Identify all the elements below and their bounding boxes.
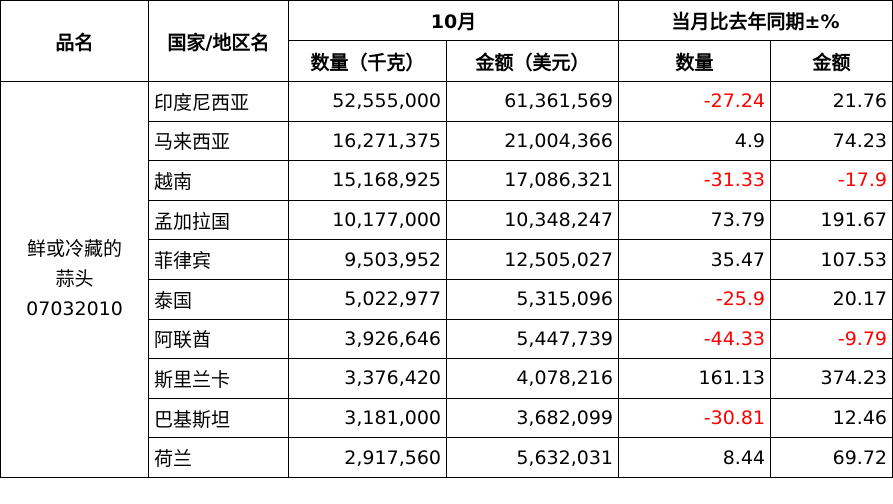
yoy-amount-header: 金额 bbox=[770, 40, 893, 82]
table-row: 鲜或冷藏的蒜头 07032010 印度尼西亚 52,555,000 61,361,569… bbox=[0, 81, 893, 478]
yoy-qty-cell: -30.81 bbox=[618, 397, 772, 439]
country-cell: 阿联酋 bbox=[148, 318, 289, 360]
country-header: 国家/地区名 bbox=[148, 0, 289, 82]
header-row-1: 品名 国家/地区名 10月 当月比去年同期±% bbox=[0, 0, 893, 82]
yoy-qty-cell: 8.44 bbox=[618, 437, 772, 478]
qty-cell: 3,376,420 bbox=[288, 358, 447, 399]
amount-cell: 61,361,569 bbox=[445, 81, 620, 122]
yoy-qty-cell: -31.33 bbox=[618, 160, 772, 201]
yoy-amount-cell: 12.46 bbox=[770, 397, 893, 439]
product-line1: 鲜或冷藏的 bbox=[26, 238, 122, 261]
product-code: 07032010 bbox=[26, 298, 123, 321]
table-row: 泰国 5,022,977 5,315,096 -25.9 20.17 bbox=[1, 278, 893, 320]
table-row: 巴基斯坦 3,181,000 3,682,099 -30.81 12.46 bbox=[1, 397, 893, 439]
country-cell: 菲律宾 bbox=[148, 239, 289, 280]
yoy-qty-cell: -27.24 bbox=[618, 81, 772, 122]
yoy-amount-cell: -17.9 bbox=[770, 160, 893, 201]
yoy-amount-cell: 191.67 bbox=[770, 199, 893, 241]
qty-cell: 2,917,560 bbox=[288, 437, 447, 478]
yoy-qty-cell: 4.9 bbox=[618, 120, 772, 162]
table-row: 越南 15,168,925 17,086,321 -31.33 -17.9 bbox=[1, 160, 893, 201]
yoy-qty-header: 数量 bbox=[618, 40, 772, 82]
amount-cell: 5,315,096 bbox=[445, 278, 620, 320]
table-row: 马来西亚 16,271,375 21,004,366 4.9 74.23 bbox=[1, 120, 893, 162]
table-row: 阿联酋 3,926,646 5,447,739 -44.33 -9.79 bbox=[1, 318, 893, 360]
qty-cell: 16,271,375 bbox=[288, 120, 447, 162]
qty-cell: 9,503,952 bbox=[288, 239, 447, 280]
yoy-amount-cell: 374.23 bbox=[770, 358, 893, 399]
country-cell: 巴基斯坦 bbox=[148, 397, 289, 439]
qty-cell: 52,555,000 bbox=[288, 81, 447, 122]
product-name-cell: 鲜或冷藏的蒜头 07032010 bbox=[0, 81, 149, 478]
yoy-amount-cell: 21.76 bbox=[770, 81, 893, 122]
yoy-header: 当月比去年同期±% bbox=[618, 0, 893, 41]
amount-cell: 5,632,031 bbox=[445, 437, 620, 478]
country-cell: 马来西亚 bbox=[148, 120, 289, 162]
header-row-2: 数量（千克） 金额（美元） 数量 金额 bbox=[1, 40, 893, 82]
amount-cell: 4,078,216 bbox=[445, 358, 620, 399]
product-header: 品名 bbox=[0, 0, 149, 82]
amount-cell: 3,682,099 bbox=[445, 397, 620, 439]
country-cell: 泰国 bbox=[148, 278, 289, 320]
amount-cell: 10,348,247 bbox=[445, 199, 620, 241]
qty-cell: 15,168,925 bbox=[288, 160, 447, 201]
qty-cell: 3,926,646 bbox=[288, 318, 447, 360]
country-cell: 越南 bbox=[148, 160, 289, 201]
amount-cell: 17,086,321 bbox=[445, 160, 620, 201]
table-row: 孟加拉国 10,177,000 10,348,247 73.79 191.67 bbox=[1, 199, 893, 241]
table-row: 荷兰 2,917,560 5,632,031 8.44 69.72 bbox=[1, 437, 893, 478]
amount-cell: 21,004,366 bbox=[445, 120, 620, 162]
table-row: 菲律宾 9,503,952 12,505,027 35.47 107.53 bbox=[1, 239, 893, 280]
country-cell: 孟加拉国 bbox=[148, 199, 289, 241]
product-line2: 蒜头 bbox=[55, 268, 94, 291]
yoy-amount-cell: 20.17 bbox=[770, 278, 893, 320]
amount-header: 金额（美元） bbox=[445, 40, 620, 82]
yoy-qty-cell: 35.47 bbox=[618, 239, 772, 280]
country-cell: 印度尼西亚 bbox=[148, 81, 289, 122]
qty-cell: 5,022,977 bbox=[288, 278, 447, 320]
amount-cell: 5,447,739 bbox=[445, 318, 620, 360]
yoy-qty-cell: 73.79 bbox=[618, 199, 772, 241]
garlic-export-table: 品名 国家/地区名 10月 当月比去年同期±% 数量（千克） 金额（美元） 数量… bbox=[0, 0, 893, 478]
yoy-amount-cell: 74.23 bbox=[770, 120, 893, 162]
month-header: 10月 bbox=[287, 0, 620, 41]
country-cell: 斯里兰卡 bbox=[148, 358, 289, 399]
yoy-qty-cell: -25.9 bbox=[618, 278, 772, 320]
yoy-amount-cell: 69.72 bbox=[770, 437, 893, 478]
yoy-qty-cell: 161.13 bbox=[618, 358, 772, 399]
yoy-amount-cell: -9.79 bbox=[770, 318, 893, 360]
country-cell: 荷兰 bbox=[148, 437, 289, 478]
qty-header: 数量（千克） bbox=[288, 40, 447, 82]
yoy-qty-cell: -44.33 bbox=[618, 318, 772, 360]
qty-cell: 10,177,000 bbox=[288, 199, 447, 241]
qty-cell: 3,181,000 bbox=[288, 397, 447, 439]
yoy-amount-cell: 107.53 bbox=[770, 239, 893, 280]
amount-cell: 12,505,027 bbox=[445, 239, 620, 280]
